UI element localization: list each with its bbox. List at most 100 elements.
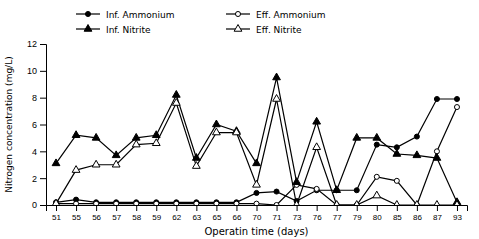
point [132, 140, 140, 147]
point [293, 178, 301, 185]
x-tick-mark [236, 205, 237, 211]
x-tick-mark [417, 205, 418, 211]
x-tick-mark [257, 205, 258, 211]
point [274, 189, 279, 194]
series-markers [52, 95, 461, 205]
y-tick-label: 4 [32, 147, 37, 157]
x-tick: 55 [72, 205, 81, 222]
legend-label: Inf. Nitrite [106, 25, 151, 35]
x-tick-mark [76, 205, 77, 211]
x-tick-mark [136, 205, 137, 211]
y-tick: 2 [32, 174, 46, 184]
point [333, 186, 341, 193]
y-tick-mark [40, 125, 46, 126]
x-tick-mark [357, 205, 358, 211]
point [74, 201, 79, 205]
x-tick: 86 [413, 205, 422, 222]
legend: Inf. Ammonium Eff. Ammonium Inf. Nitrite Ef… [76, 10, 325, 35]
x-tick: 87 [433, 205, 442, 222]
y-axis: 024681012 [27, 39, 47, 210]
x-tick-label: 79 [353, 213, 362, 222]
x-tick-mark [317, 205, 318, 211]
y-tick: 6 [32, 120, 46, 130]
x-tick-label: 87 [433, 213, 442, 222]
point [112, 160, 120, 167]
legend-label: Eff. Ammonium [256, 10, 325, 20]
x-tick-label: 62 [172, 213, 181, 222]
x-tick-mark [96, 205, 97, 211]
point [413, 201, 421, 205]
y-tick-label: 2 [32, 174, 37, 184]
x-tick-label: 59 [152, 213, 161, 222]
y-axis-title: Nitrogen concentration (mg/L) [4, 56, 14, 192]
x-tick-label: 70 [253, 213, 262, 222]
legend-symbol [85, 11, 90, 16]
point [413, 151, 421, 158]
y-tick: 4 [32, 147, 46, 157]
point [433, 154, 441, 161]
legend-item: Eff. Nitrite [226, 25, 302, 35]
point [154, 201, 159, 205]
point [213, 120, 221, 127]
point [192, 162, 200, 169]
point [254, 201, 259, 205]
series-line [56, 107, 457, 205]
x-tick: 62 [172, 205, 181, 222]
x-tick-mark [377, 205, 378, 211]
point [354, 188, 359, 193]
x-tick-mark [397, 205, 398, 211]
legend-item: Eff. Ammonium [226, 10, 325, 20]
y-tick-label: 0 [32, 200, 37, 210]
series-line [56, 78, 457, 203]
y-tick: 8 [32, 93, 46, 103]
x-tick: 66 [232, 205, 241, 222]
point [373, 191, 381, 198]
x-tick-label: 56 [92, 213, 101, 222]
y-axis-line [40, 45, 47, 206]
point [374, 174, 379, 179]
point [174, 201, 179, 205]
series-line [56, 99, 457, 205]
x-tick: 76 [313, 205, 322, 222]
x-tick-label: 93 [453, 213, 462, 222]
legend-item: Inf. Ammonium [76, 10, 174, 20]
y-tick-label: 10 [27, 66, 37, 76]
x-axis: 5155565758596263656670717376777980858687… [47, 205, 468, 222]
x-tick-mark [216, 205, 217, 211]
x-tick: 71 [273, 205, 282, 222]
x-tick-label: 51 [52, 213, 61, 222]
y-tick-mark [40, 44, 46, 45]
x-tick-label: 80 [373, 213, 382, 222]
point [172, 99, 180, 106]
x-tick-mark [196, 205, 197, 211]
x-tick: 79 [353, 205, 362, 222]
point [213, 128, 221, 135]
point [254, 190, 259, 195]
x-tick-mark [277, 205, 278, 211]
x-tick: 80 [373, 205, 382, 222]
point [394, 178, 399, 183]
point [52, 159, 60, 166]
x-tick-label: 86 [413, 213, 422, 222]
x-tick: 57 [112, 205, 121, 222]
y-tick-mark [40, 71, 46, 72]
x-tick-mark [156, 205, 157, 211]
point [214, 201, 219, 205]
x-tick-mark [337, 205, 338, 211]
x-tick-label: 66 [232, 213, 241, 222]
legend-symbol [234, 25, 242, 32]
marks [52, 73, 461, 205]
x-tick-mark [437, 205, 438, 211]
y-tick-mark [40, 98, 46, 99]
point [134, 201, 139, 205]
x-tick-mark [297, 205, 298, 211]
x-tick-label: 63 [192, 213, 201, 222]
point [414, 134, 419, 139]
point [253, 159, 261, 166]
legend-label: Inf. Ammonium [106, 10, 174, 20]
point [132, 133, 140, 140]
x-tick: 85 [393, 205, 402, 222]
x-tick: 58 [132, 205, 141, 222]
point [152, 139, 160, 146]
x-tick-label: 77 [333, 213, 342, 222]
